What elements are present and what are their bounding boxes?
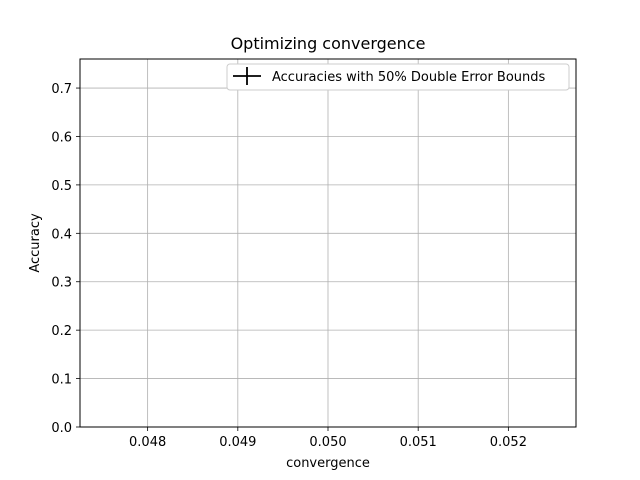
y-tick-label: 0.4	[51, 227, 72, 242]
x-axis-label: convergence	[286, 456, 370, 471]
x-tick-label: 0.048	[129, 435, 166, 450]
x-tick-label: 0.052	[490, 435, 527, 450]
x-axis-ticks: 0.048 0.049 0.050 0.051 0.052	[129, 427, 527, 450]
x-tick-label: 0.049	[219, 435, 256, 450]
y-tick-label: 0.7	[51, 82, 72, 97]
legend: Accuracies with 50% Double Error Bounds	[226, 63, 570, 91]
x-tick-label: 0.050	[309, 435, 346, 450]
y-tick-label: 0.6	[51, 130, 72, 145]
y-axis-ticks: 0.0 0.1 0.2 0.3 0.4 0.5 0.6 0.7	[51, 82, 80, 436]
y-tick-label: 0.0	[51, 421, 72, 436]
legend-box	[226, 63, 570, 91]
chart-title: Optimizing convergence	[231, 34, 426, 53]
y-axis-label: Accuracy	[28, 213, 43, 273]
grid	[80, 59, 576, 428]
y-tick-label: 0.5	[51, 179, 72, 194]
y-tick-label: 0.3	[51, 276, 72, 291]
x-tick-label: 0.051	[400, 435, 437, 450]
legend-series-label: Accuracies with 50% Double Error Bounds	[272, 70, 546, 85]
y-tick-label: 0.1	[51, 373, 72, 388]
y-tick-label: 0.2	[51, 324, 72, 339]
